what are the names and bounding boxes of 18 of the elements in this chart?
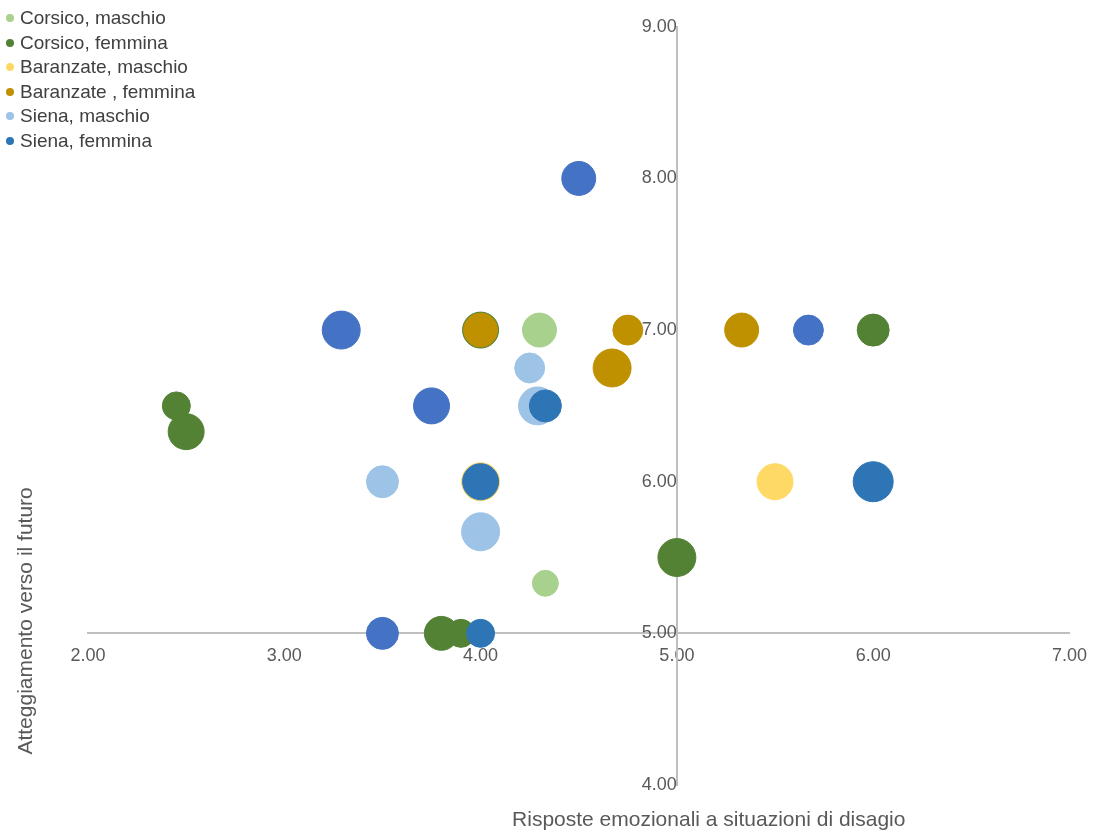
x-axis-title: Risposte emozionali a situazioni di disagio [512, 806, 906, 830]
y-tick-label: 6.00 [641, 470, 677, 491]
x-tick-label: 7.00 [1051, 645, 1088, 666]
x-tick-label: 2.00 [70, 645, 106, 666]
x-tick-label: 3.00 [266, 645, 302, 666]
y-axis-title: Atteggiamento verso il futuro [12, 487, 36, 755]
x-tick-label: 4.00 [463, 645, 499, 666]
y-tick-label: 4.00 [641, 773, 677, 794]
legend-label: Baranzate , femmina [20, 79, 196, 104]
legend-label: Siena, femmina [20, 128, 153, 153]
legend-label: Baranzate, maschio [20, 55, 188, 79]
legend-label: Corsico, maschio [20, 6, 166, 30]
y-tick-label: 9.00 [641, 15, 677, 36]
legend-label: Siena, maschio [20, 104, 150, 128]
legend-label: Corsico, femmina [20, 30, 168, 55]
x-tick-label: 6.00 [855, 645, 891, 666]
y-tick-label: 5.00 [641, 622, 677, 643]
y-tick-label: 8.00 [641, 167, 677, 188]
